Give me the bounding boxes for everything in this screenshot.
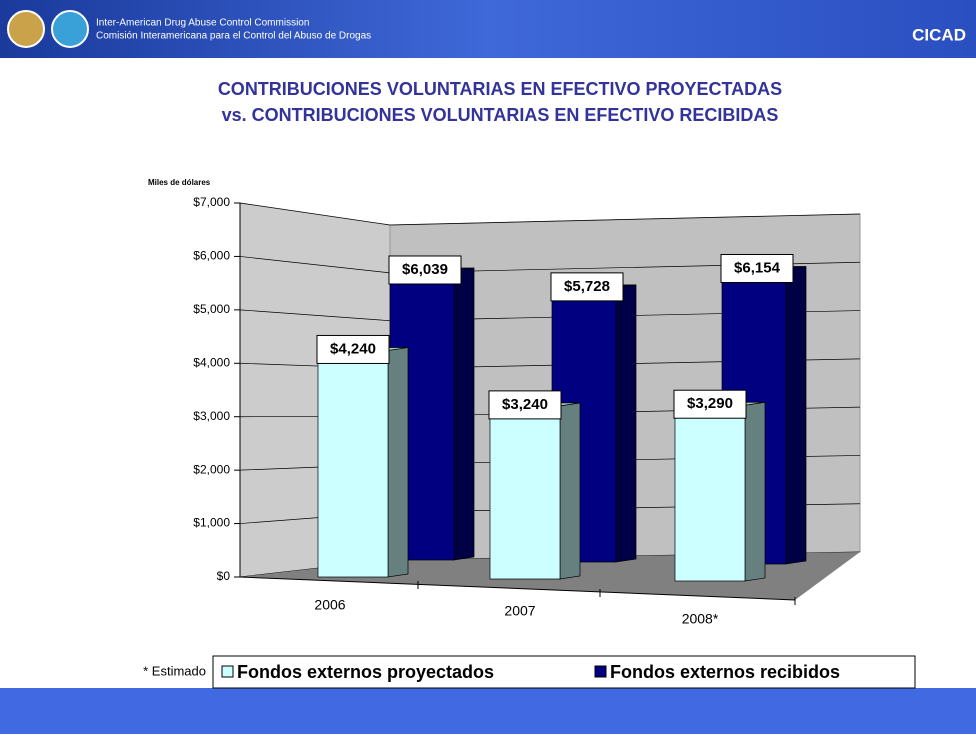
- org-es: Comisión Interamericana para el Control …: [96, 31, 371, 42]
- chart-title: vs. CONTRIBUCIONES VOLUNTARIAS EN EFECTI…: [222, 105, 779, 125]
- bar: [490, 403, 580, 579]
- data-label: $5,728: [564, 278, 610, 295]
- x-tick-label: 2007: [504, 603, 535, 619]
- bar-side: [388, 347, 408, 577]
- bar-side: [560, 403, 580, 579]
- y-tick-label: $3,000: [193, 409, 230, 423]
- legend-label: Fondos externos recibidos: [610, 662, 840, 682]
- y-tick-label: $2,000: [193, 462, 230, 476]
- data-label: $4,240: [330, 340, 376, 357]
- legend-swatch: [595, 666, 606, 677]
- logo-globe: [52, 11, 88, 47]
- y-tick-label: $6,000: [193, 249, 230, 263]
- legend-label: Fondos externos proyectados: [237, 662, 494, 682]
- bar-side: [616, 285, 636, 562]
- x-tick-label: 2008*: [682, 611, 719, 627]
- y-tick-label: $0: [217, 569, 231, 583]
- data-label: $3,290: [687, 395, 733, 412]
- y-tick-label: $5,000: [193, 302, 230, 316]
- org-en: Inter-American Drug Abuse Control Commis…: [96, 18, 309, 29]
- chart-title: CONTRIBUCIONES VOLUNTARIAS EN EFECTIVO P…: [218, 79, 782, 99]
- x-tick-label: 2006: [314, 597, 345, 613]
- y-tick-label: $7,000: [193, 195, 230, 209]
- legend-swatch: [222, 666, 233, 677]
- brand: CICAD: [912, 25, 966, 44]
- bar-front: [490, 406, 560, 579]
- y-tick-label: $1,000: [193, 516, 230, 530]
- bar: [318, 347, 408, 577]
- logo-oas: [8, 11, 44, 47]
- bar-side: [786, 266, 806, 564]
- header-bar: [0, 0, 976, 58]
- data-label: $6,039: [402, 261, 448, 278]
- bar-front: [318, 350, 388, 577]
- note: * Estimado: [143, 663, 206, 678]
- y-tick-label: $4,000: [193, 355, 230, 369]
- footer-bar: [0, 688, 976, 734]
- y-axis-label: Miles de dólares: [148, 178, 211, 187]
- bar-side: [745, 402, 765, 581]
- data-label: $6,154: [734, 259, 781, 276]
- bar: [675, 402, 765, 581]
- bar-front: [675, 405, 745, 581]
- data-label: $3,240: [502, 396, 548, 413]
- bar-side: [454, 268, 474, 560]
